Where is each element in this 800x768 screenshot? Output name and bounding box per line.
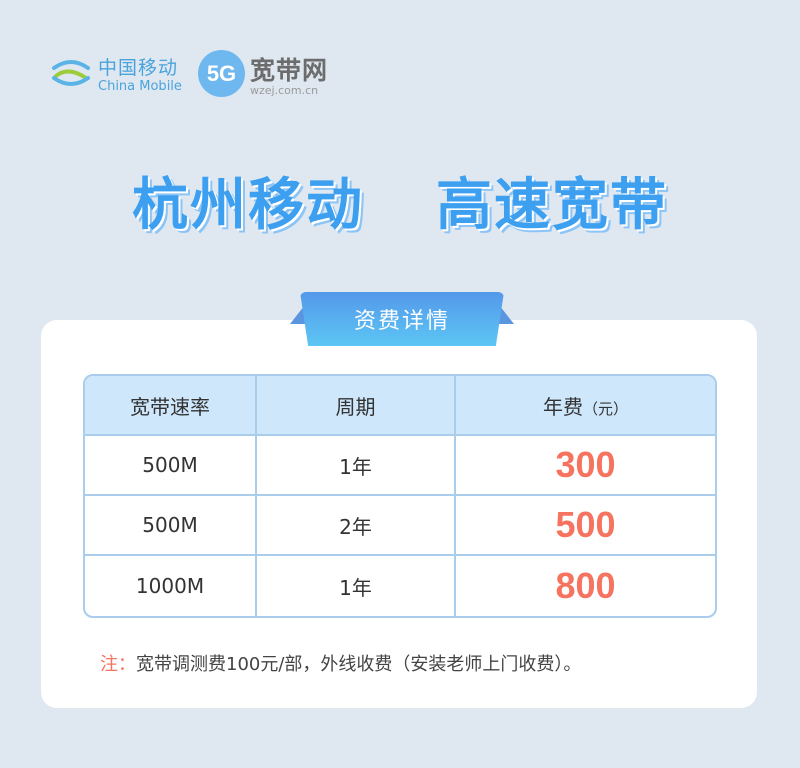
fee-unit: （元） (582, 399, 628, 418)
headline-left: 杭州移动 (132, 173, 364, 238)
china-mobile-logo: 中国移动 China Mobile (48, 50, 182, 96)
table-row: 500M 2年 500 (85, 496, 715, 556)
headline-right: 高速宽带 (436, 173, 668, 238)
header-period: 周期 (257, 376, 456, 436)
site-name: 宽带网 (250, 55, 329, 85)
site-logo: 5G 宽带网 wzej.com.cn (198, 50, 328, 97)
pricing-table: 宽带速率 周期 年费（元） 500M 1年 300 500M 2年 500 10… (83, 374, 717, 618)
section-title: 资费详情 (300, 292, 504, 346)
table-row: 500M 1年 300 (85, 436, 715, 496)
table-row: 1000M 1年 800 (85, 556, 715, 616)
price-cell: 800 (555, 565, 616, 606)
speed-cell: 500M (85, 496, 257, 556)
5g-badge: 5G (198, 50, 245, 97)
footnote-label: 注： (100, 654, 136, 675)
period-cell: 1年 (257, 556, 456, 616)
header-speed: 宽带速率 (85, 376, 257, 436)
footnote: 注：宽带调测费100元/部，外线收费（安装老师上门收费）。 (100, 650, 581, 676)
china-mobile-icon (48, 50, 94, 96)
price-cell: 300 (456, 436, 715, 496)
header-fee: 年费（元） (456, 376, 715, 436)
site-domain: wzej.com.cn (250, 83, 319, 97)
headline: 杭州移动 高速宽带 (0, 160, 800, 241)
price-cell: 500 (456, 496, 715, 556)
china-mobile-en: China Mobile (98, 78, 182, 94)
period-cell: 2年 (257, 496, 456, 556)
speed-cell: 500M (85, 436, 257, 496)
period-cell: 1年 (257, 436, 456, 496)
footnote-text: 宽带调测费100元/部，外线收费（安装老师上门收费）。 (136, 654, 582, 675)
table-header: 宽带速率 周期 年费（元） (85, 376, 715, 436)
section-ribbon: 资费详情 (290, 292, 514, 346)
china-mobile-zh: 中国移动 (98, 56, 179, 79)
speed-cell: 1000M (85, 556, 257, 616)
